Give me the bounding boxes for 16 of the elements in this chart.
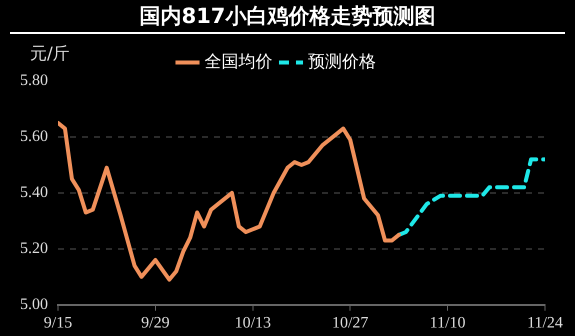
legend-label: 全国均价 [204,52,272,72]
y-tick-label: 5.20 [20,240,48,258]
x-tick-label: 9/15 [44,314,72,332]
line-series [396,157,545,237]
y-tick-label: 5.60 [20,128,48,146]
legend-label: 预测价格 [308,52,376,72]
x-tick-label: 11/10 [430,314,466,332]
y-tick-label: 5.00 [20,296,48,314]
x-tick-label: 10/27 [332,314,368,332]
x-tick-label: 10/13 [234,314,272,332]
y-axis-title: 元/斤 [30,43,70,65]
chart-title: 国内817小白鸡价格走势预测图 [10,0,565,34]
y-tick-label: 5.40 [20,184,48,202]
y-tick-label: 5.80 [20,72,48,90]
x-tick-label: 11/24 [527,314,563,332]
x-tick-label: 9/29 [141,314,170,332]
